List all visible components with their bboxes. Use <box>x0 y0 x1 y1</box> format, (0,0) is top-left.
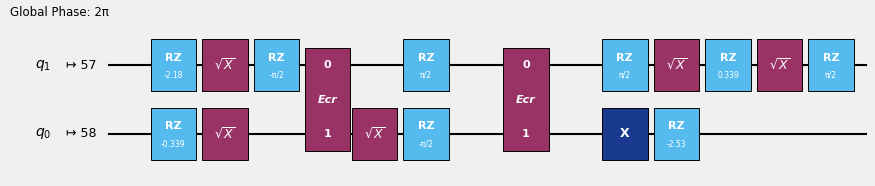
Text: 1: 1 <box>522 129 529 139</box>
FancyBboxPatch shape <box>202 39 248 91</box>
Text: $\sqrt{X}$: $\sqrt{X}$ <box>769 57 790 73</box>
Text: Ecr: Ecr <box>318 94 337 105</box>
Text: RZ: RZ <box>719 53 737 63</box>
Text: -0.339: -0.339 <box>161 140 186 149</box>
Text: RZ: RZ <box>418 121 435 132</box>
FancyBboxPatch shape <box>202 108 248 160</box>
Text: ↦ 57: ↦ 57 <box>66 59 96 72</box>
FancyBboxPatch shape <box>757 39 802 91</box>
FancyBboxPatch shape <box>150 39 196 91</box>
Text: π/2: π/2 <box>619 71 631 80</box>
FancyBboxPatch shape <box>403 108 449 160</box>
Text: RZ: RZ <box>164 53 182 63</box>
Text: RZ: RZ <box>269 53 285 63</box>
Text: Ecr: Ecr <box>516 94 536 105</box>
FancyBboxPatch shape <box>654 39 699 91</box>
Text: 0: 0 <box>522 60 529 70</box>
Text: π/2: π/2 <box>420 71 432 80</box>
Text: ↦ 58: ↦ 58 <box>66 127 96 140</box>
FancyBboxPatch shape <box>503 48 549 151</box>
Text: X: X <box>620 127 630 140</box>
Text: -π/2: -π/2 <box>419 140 433 149</box>
Text: π/2: π/2 <box>825 71 837 80</box>
Text: RZ: RZ <box>668 121 685 132</box>
Text: Global Phase: 2π: Global Phase: 2π <box>10 6 109 19</box>
FancyBboxPatch shape <box>150 108 196 160</box>
Text: -2.53: -2.53 <box>667 140 686 149</box>
FancyBboxPatch shape <box>304 48 350 151</box>
Text: $\sqrt{X}$: $\sqrt{X}$ <box>666 57 687 73</box>
Text: RZ: RZ <box>418 53 435 63</box>
FancyBboxPatch shape <box>654 108 699 160</box>
Text: $\sqrt{X}$: $\sqrt{X}$ <box>214 126 235 142</box>
Text: 1: 1 <box>324 129 331 139</box>
FancyBboxPatch shape <box>808 39 854 91</box>
FancyBboxPatch shape <box>352 108 397 160</box>
Text: RZ: RZ <box>164 121 182 132</box>
Text: -π/2: -π/2 <box>270 71 284 80</box>
Text: 0: 0 <box>324 60 331 70</box>
Text: $q_1$: $q_1$ <box>35 58 51 73</box>
Text: $q_0$: $q_0$ <box>35 126 52 141</box>
FancyBboxPatch shape <box>705 39 751 91</box>
Text: RZ: RZ <box>823 53 840 63</box>
FancyBboxPatch shape <box>602 39 648 91</box>
Text: $\sqrt{X}$: $\sqrt{X}$ <box>364 126 385 142</box>
Text: -2.18: -2.18 <box>164 71 183 80</box>
Text: RZ: RZ <box>616 53 634 63</box>
FancyBboxPatch shape <box>602 108 648 160</box>
Text: 0.339: 0.339 <box>718 71 738 80</box>
FancyBboxPatch shape <box>254 39 299 91</box>
Text: $\sqrt{X}$: $\sqrt{X}$ <box>214 57 235 73</box>
FancyBboxPatch shape <box>403 39 449 91</box>
